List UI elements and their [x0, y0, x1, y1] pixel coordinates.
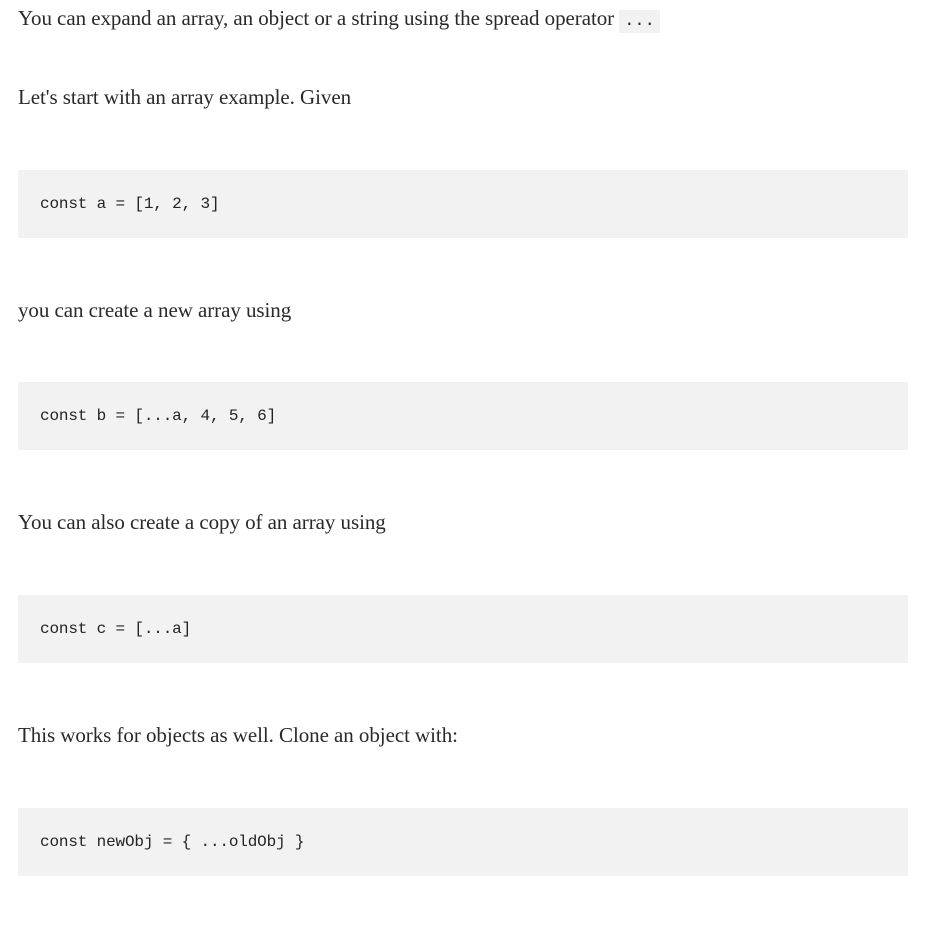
- paragraph-example-lead: Let's start with an array example. Given: [18, 81, 908, 114]
- code-block-newobj: const newObj = { ...oldObj }: [18, 808, 908, 876]
- code-block-const-a: const a = [1, 2, 3]: [18, 170, 908, 238]
- article-body: You can expand an array, an object or a …: [18, 2, 908, 876]
- paragraph-copy-array: You can also create a copy of an array u…: [18, 506, 908, 539]
- code-block-const-b: const b = [...a, 4, 5, 6]: [18, 382, 908, 450]
- code-block-const-c: const c = [...a]: [18, 595, 908, 663]
- paragraph-intro-text: You can expand an array, an object or a …: [18, 6, 619, 30]
- paragraph-intro: You can expand an array, an object or a …: [18, 2, 908, 35]
- paragraph-new-array: you can create a new array using: [18, 294, 908, 327]
- paragraph-objects: This works for objects as well. Clone an…: [18, 719, 908, 752]
- inline-code-spread: ...: [619, 10, 659, 33]
